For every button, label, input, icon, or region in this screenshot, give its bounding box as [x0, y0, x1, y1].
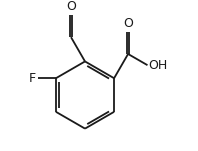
Text: O: O: [66, 0, 76, 13]
Text: O: O: [123, 17, 133, 30]
Text: F: F: [29, 72, 36, 85]
Text: OH: OH: [148, 59, 168, 72]
